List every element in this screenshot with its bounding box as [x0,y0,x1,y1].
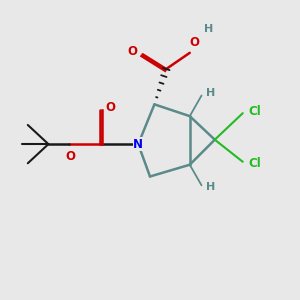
Text: O: O [127,45,137,58]
Text: Cl: Cl [249,105,262,118]
Text: O: O [105,101,115,114]
Text: N: N [133,138,143,151]
Text: H: H [204,24,214,34]
Text: O: O [189,36,199,49]
Text: O: O [65,150,76,163]
Text: Cl: Cl [249,157,262,170]
Text: H: H [206,182,215,192]
Text: H: H [206,88,215,98]
